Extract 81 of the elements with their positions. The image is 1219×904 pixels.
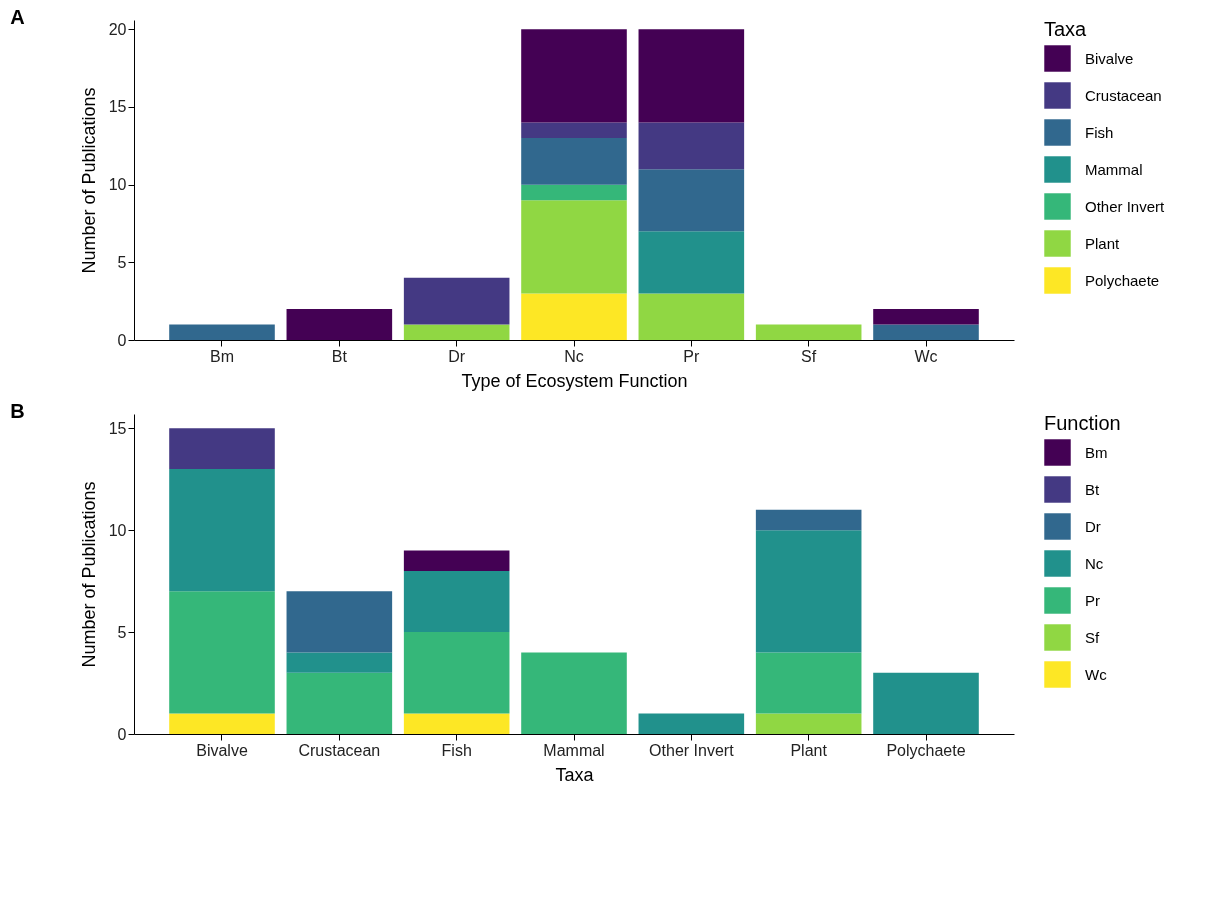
bar — [286, 591, 393, 653]
bar — [403, 632, 510, 714]
x-tick-label: Fish — [441, 741, 472, 759]
bar — [638, 169, 745, 232]
legend-label: Pr — [1085, 591, 1100, 609]
y-tick-label: 15 — [108, 419, 127, 437]
bar — [169, 324, 275, 340]
y-tick-label: 0 — [117, 725, 127, 743]
legend-label: Fish — [1085, 123, 1114, 141]
legend-label: Wc — [1085, 665, 1108, 683]
bar — [638, 122, 745, 170]
bar — [403, 570, 510, 633]
bar — [169, 469, 275, 592]
y-tick-label: 5 — [117, 253, 127, 271]
bar — [286, 652, 393, 673]
bar — [638, 713, 745, 734]
bar — [403, 550, 510, 571]
bar — [169, 713, 275, 734]
x-axis-title: Type of Ecosystem Function — [461, 370, 688, 391]
bar — [755, 713, 862, 734]
bar — [755, 509, 862, 531]
x-axis-title: Taxa — [555, 764, 595, 785]
legend-label: Sf — [1085, 628, 1100, 646]
bar — [169, 591, 275, 714]
bar — [521, 200, 627, 294]
legend-title: Taxa — [1044, 18, 1088, 40]
bar — [286, 308, 393, 340]
chart-title: A — [10, 6, 25, 28]
bar — [873, 308, 979, 325]
x-tick-label: Polychaete — [886, 741, 966, 759]
legend-label: Bivalve — [1085, 49, 1134, 67]
legend-label: Nc — [1085, 554, 1104, 572]
legend-label: Plant — [1085, 234, 1121, 252]
bar — [755, 324, 862, 340]
bar — [403, 713, 510, 734]
bar — [403, 324, 510, 340]
bar — [521, 652, 627, 734]
bar — [521, 293, 627, 340]
x-tick-label: Plant — [790, 741, 828, 759]
x-tick-label: Mammal — [543, 741, 605, 759]
y-tick-label: 10 — [108, 176, 127, 194]
legend-label: Dr — [1085, 517, 1101, 535]
legend-label: Crustacean — [1085, 86, 1162, 104]
x-tick-label: Bt — [331, 347, 348, 365]
bar — [873, 324, 979, 340]
bar — [755, 530, 862, 653]
bar — [169, 428, 275, 470]
y-axis-title: Number of Publications — [78, 87, 99, 274]
bar — [521, 29, 627, 123]
x-tick-label: Bivalve — [196, 741, 248, 759]
y-tick-label: 20 — [108, 20, 127, 38]
x-tick-label: Sf — [801, 347, 817, 365]
legend-label: Bm — [1085, 443, 1108, 461]
legend-label: Polychaete — [1085, 271, 1160, 289]
bar — [286, 672, 393, 734]
y-axis-title: Number of Publications — [78, 481, 99, 668]
x-tick-label: Dr — [448, 347, 466, 365]
bar — [521, 184, 627, 201]
bar — [521, 138, 627, 185]
x-tick-label: Crustacean — [298, 741, 381, 759]
x-tick-label: Bm — [210, 347, 234, 365]
bar — [521, 122, 627, 139]
legend-label: Bt — [1085, 480, 1100, 498]
bar — [638, 231, 745, 294]
x-tick-label: Nc — [564, 347, 584, 365]
bar — [403, 277, 510, 325]
y-tick-label: 10 — [108, 521, 127, 539]
y-tick-label: 0 — [117, 331, 127, 349]
y-tick-label: 5 — [117, 623, 127, 641]
x-tick-label: Pr — [683, 347, 701, 365]
x-tick-label: Other Invert — [649, 741, 735, 759]
legend-title: Function — [1044, 412, 1121, 434]
bar — [755, 652, 862, 714]
bar — [638, 29, 745, 123]
y-tick-label: 15 — [108, 98, 127, 116]
x-tick-label: Wc — [914, 347, 938, 365]
chart-title: B — [10, 400, 25, 422]
bar — [638, 293, 745, 340]
legend-label: Mammal — [1085, 160, 1143, 178]
legend-label: Other Invert — [1085, 197, 1166, 215]
bar — [873, 672, 979, 734]
